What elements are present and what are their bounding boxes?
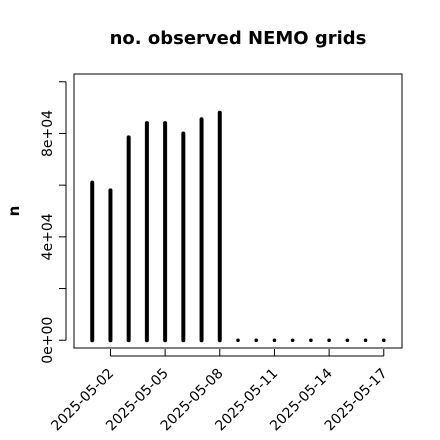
point-2025-05-12 [290,338,295,343]
y-axis-label: n [5,206,23,217]
point-2025-05-11 [272,338,277,343]
x-axis: 2025-05-022025-05-052025-05-082025-05-11… [48,349,391,434]
y-tick-label: 0e+00 [40,317,56,364]
point-2025-05-09 [236,338,240,343]
point-2025-05-14 [327,338,331,343]
point-2025-05-15 [345,338,350,343]
point-2025-05-13 [309,338,313,343]
point-2025-05-16 [363,338,368,343]
y-axis: 0e+00 4e+04 8e+04 [40,81,67,364]
point-2025-05-10 [254,338,259,343]
point-2025-05-17 [381,338,386,343]
plot-frame [73,73,403,349]
data-marks [90,110,386,343]
y-tick-label: 8e+04 [40,110,56,157]
chart-title: no. observed NEMO grids [110,28,367,49]
y-tick-label: 4e+04 [40,213,56,260]
